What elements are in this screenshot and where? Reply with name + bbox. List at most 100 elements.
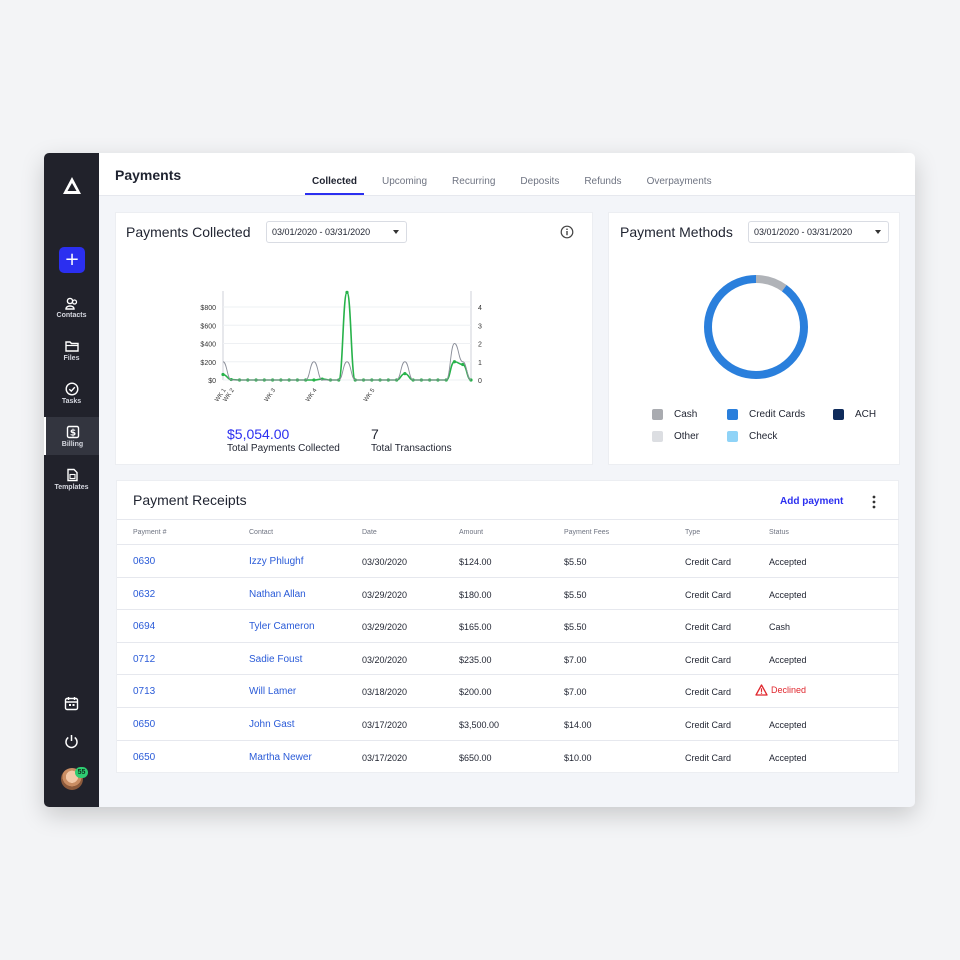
contact-link[interactable]: Sadie Foust	[249, 653, 303, 665]
type-cell: Credit Card	[685, 622, 732, 633]
contact-link[interactable]: Izzy Phlughf	[249, 556, 304, 567]
chevron-down-icon	[875, 230, 881, 234]
card-title: Payment Methods	[620, 224, 733, 240]
column-header[interactable]: Contact	[249, 529, 274, 536]
notification-badge: 55	[75, 767, 88, 778]
legend-label: Other	[674, 431, 700, 442]
amount-cell: $650.00	[459, 752, 492, 763]
amount-cell: $235.00	[459, 654, 492, 665]
y-tick-label-right: 0	[478, 378, 482, 385]
table-row[interactable]: 0630 Izzy Phlughf 03/30/2020 $124.00 $5.…	[117, 545, 899, 578]
table-row[interactable]: 0713 Will Lamer 03/18/2020 $200.00 $7.00…	[117, 675, 899, 708]
y-tick-label-right: 4	[478, 305, 482, 312]
x-tick-label: WK 4	[305, 387, 319, 403]
contacts-icon	[64, 297, 77, 310]
top-bar: Payments Collected Upcoming Recurring De…	[99, 153, 915, 196]
table-row[interactable]: 0650 Martha Newer 03/17/2020 $650.00 $10…	[117, 741, 899, 774]
column-header[interactable]: Status	[769, 529, 789, 536]
date-cell: 03/17/2020	[362, 720, 408, 730]
add-button[interactable]: +	[59, 247, 85, 273]
date-range-value: 03/01/2020 - 03/31/2020	[754, 227, 853, 237]
column-header[interactable]: Payment Fees	[564, 529, 610, 536]
contact-link[interactable]: Will Lamer	[249, 686, 297, 698]
data-point	[403, 372, 407, 376]
status-cell: Accepted	[769, 589, 807, 600]
y-tick-label-right: 1	[478, 360, 482, 367]
tab-deposits[interactable]: Deposits	[520, 176, 560, 187]
tab-upcoming[interactable]: Upcoming	[382, 176, 428, 187]
table-row[interactable]: 0650 John Gast 03/17/2020 $3,500.00 $14.…	[117, 708, 899, 741]
status-cell: Accepted	[769, 654, 807, 665]
tab-recurring[interactable]: Recurring	[452, 176, 496, 187]
payment-number-link[interactable]: 0713	[133, 686, 156, 698]
tab-overpayments[interactable]: Overpayments	[646, 176, 712, 187]
sidebar-item-label: Billing	[61, 441, 84, 448]
donut-slice-credit-cards	[704, 275, 808, 379]
data-point	[221, 372, 225, 377]
power-icon[interactable]	[63, 733, 80, 750]
contact-link[interactable]: Martha Newer	[249, 751, 312, 763]
status-cell: Accepted	[769, 752, 807, 763]
total-payments-label: Total Payments Collected	[227, 443, 340, 454]
type-cell: Credit Card	[685, 589, 732, 600]
contact-link[interactable]: Tyler Cameron	[249, 621, 315, 633]
payment-number-link[interactable]: 0712	[133, 653, 156, 665]
column-header[interactable]: Type	[685, 529, 701, 536]
card-title: Payment Receipts	[133, 492, 247, 508]
add-payment-link[interactable]: Add payment	[780, 496, 844, 507]
amount-cell: $3,500.00	[459, 720, 500, 730]
payments-collected-card: Payments Collected 03/01/2020 - 03/31/20…	[115, 212, 593, 465]
table-row[interactable]: 0632 Nathan Allan 03/29/2020 $180.00 $5.…	[117, 578, 899, 611]
info-icon[interactable]	[560, 225, 574, 239]
tab-refunds[interactable]: Refunds	[584, 176, 622, 187]
y-tick-label-right: 3	[478, 323, 482, 330]
column-header[interactable]: Amount	[459, 529, 484, 536]
date-range-select[interactable]: 03/01/2020 - 03/31/2020	[266, 221, 407, 243]
sidebar-item-files[interactable]: Files	[44, 337, 99, 375]
y-tick-label-left: $0	[208, 378, 216, 385]
column-header[interactable]: Payment #	[133, 529, 167, 536]
sidebar-item-label: Templates	[54, 484, 89, 491]
more-options-icon[interactable]	[872, 495, 876, 509]
sidebar-item-tasks[interactable]: Tasks	[44, 380, 99, 418]
sidebar-item-templates[interactable]: Templates	[44, 466, 99, 504]
payment-number-link[interactable]: 0650	[133, 751, 156, 763]
dollar-icon: $	[66, 425, 79, 439]
sidebar: + Contacts Files Tasks $ Billing Templat…	[44, 153, 99, 807]
contact-link[interactable]: Nathan Allan	[249, 588, 306, 600]
payment-number-link[interactable]: 0694	[133, 621, 156, 633]
date-range-select[interactable]: 03/01/2020 - 03/31/2020	[748, 221, 889, 243]
check-circle-icon	[64, 382, 79, 396]
status-cell: Cash	[769, 622, 791, 633]
amount-cell: $165.00	[459, 622, 492, 633]
payment-number-link[interactable]: 0650	[133, 719, 156, 730]
sidebar-item-billing[interactable]: $ Billing	[44, 417, 99, 455]
table-row[interactable]: 0712 Sadie Foust 03/20/2020 $235.00 $7.0…	[117, 643, 899, 676]
payment-receipts-card: Payment Receipts Add payment Payment # C…	[116, 480, 899, 773]
data-point	[345, 290, 349, 294]
date-range-value: 03/01/2020 - 03/31/2020	[272, 227, 371, 237]
total-transactions-label: Total Transactions	[371, 443, 452, 454]
series-line-transactions	[222, 343, 472, 381]
y-tick-label-left: $200	[200, 360, 216, 367]
amount-cell: $180.00	[459, 589, 492, 600]
column-header[interactable]: Date	[362, 529, 377, 536]
tab-collected[interactable]: Collected	[303, 153, 366, 196]
sidebar-item-label: Files	[63, 355, 80, 362]
payment-number-link[interactable]: 0630	[133, 556, 156, 567]
status-cell: Accepted	[769, 557, 807, 567]
calendar-icon[interactable]	[63, 695, 80, 712]
contact-link[interactable]: John Gast	[249, 719, 295, 730]
date-cell: 03/29/2020	[362, 589, 408, 600]
date-cell: 03/20/2020	[362, 654, 408, 665]
page-title: Payments	[115, 167, 182, 183]
payment-number-link[interactable]: 0632	[133, 588, 156, 600]
legend-item-ach: ACH	[833, 409, 876, 420]
sidebar-item-contacts[interactable]: Contacts	[44, 294, 99, 332]
logo-icon[interactable]	[61, 175, 83, 197]
date-cell: 03/17/2020	[362, 752, 408, 763]
legend-swatch	[833, 409, 844, 420]
fees-cell: $7.00	[564, 687, 587, 698]
table-row[interactable]: 0694 Tyler Cameron 03/29/2020 $165.00 $5…	[117, 610, 899, 643]
